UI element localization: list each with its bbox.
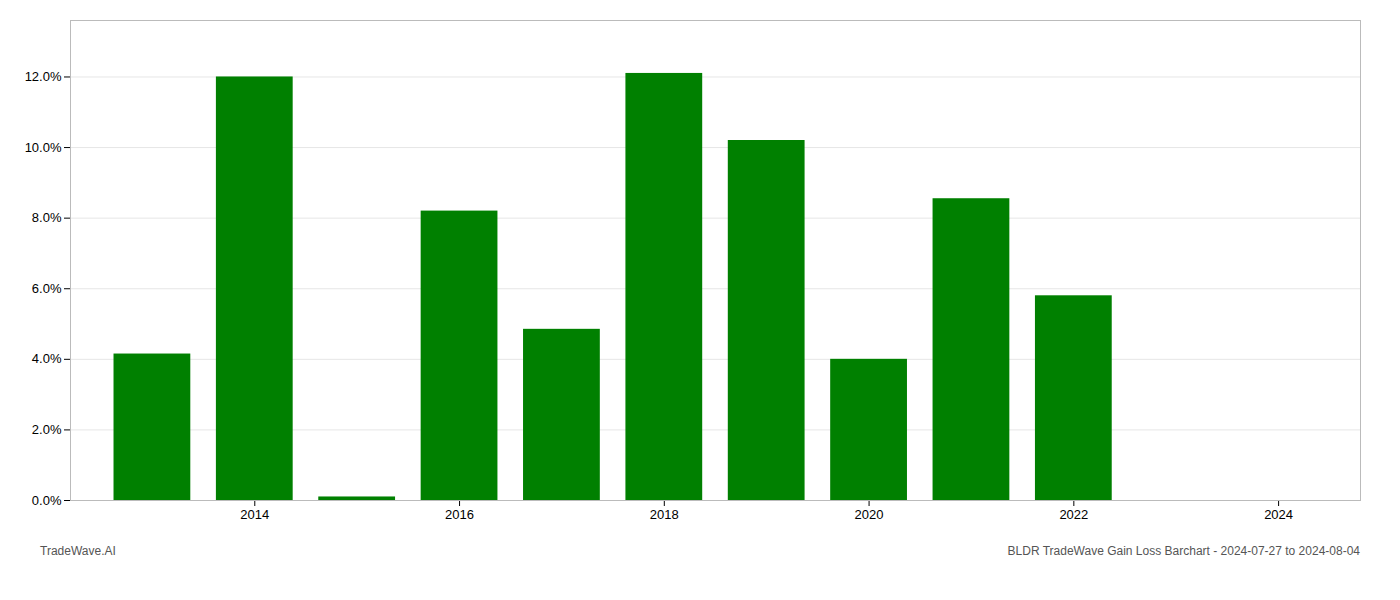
svg-text:2014: 2014 [240, 507, 269, 522]
svg-text:2024: 2024 [1264, 507, 1293, 522]
svg-text:2018: 2018 [650, 507, 679, 522]
svg-text:2016: 2016 [445, 507, 474, 522]
svg-text:6.0%: 6.0% [32, 281, 62, 296]
svg-text:10.0%: 10.0% [25, 140, 62, 155]
svg-text:4.0%: 4.0% [32, 351, 62, 366]
svg-text:2020: 2020 [855, 507, 884, 522]
svg-text:2.0%: 2.0% [32, 422, 62, 437]
svg-text:2022: 2022 [1059, 507, 1088, 522]
html-text:BLDR TradeWave Gain Loss Barch: BLDR TradeWave Gain Loss Barchart - 2024… [1007, 544, 1360, 558]
svg-text:0.0%: 0.0% [32, 493, 62, 508]
svg-text:12.0%: 12.0% [25, 69, 62, 84]
svg-text:8.0%: 8.0% [32, 210, 62, 225]
html-text:TradeWave.AI: TradeWave.AI [40, 544, 116, 558]
